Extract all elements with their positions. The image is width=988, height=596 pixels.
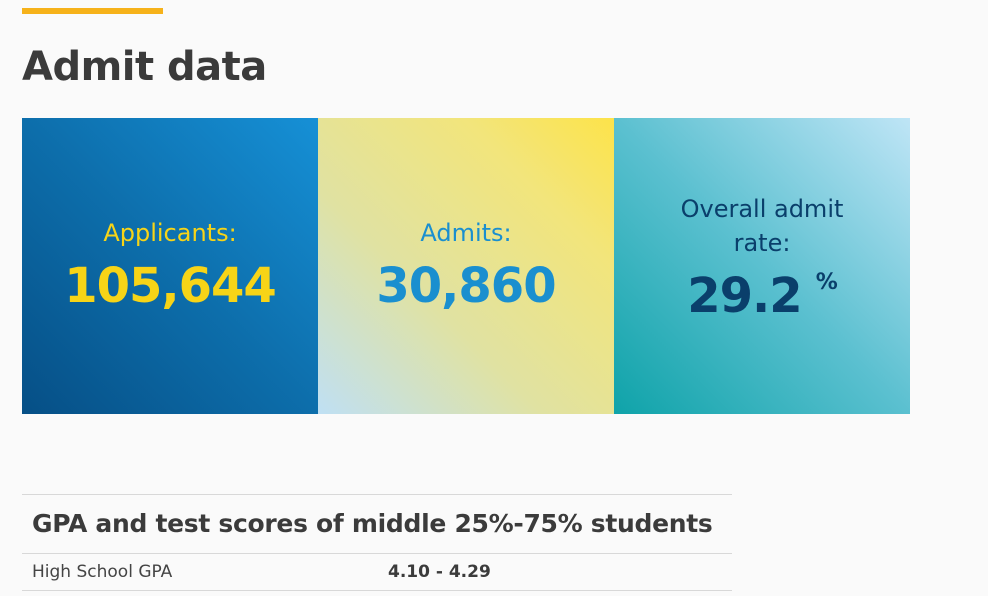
admit-stats: Applicants: 105,644 Admits: 30,860 Overa… (22, 118, 910, 414)
gpa-value: 4.10 - 4.29 (388, 562, 491, 582)
admits-value: 30,860 (376, 258, 556, 314)
applicants-card: Applicants: 105,644 (22, 118, 318, 414)
applicants-label: Applicants: (103, 219, 237, 247)
scores-table: GPA and test scores of middle 25%-75% st… (22, 494, 732, 591)
table-row: High School GPA 4.10 - 4.29 (22, 554, 732, 591)
admits-card: Admits: 30,860 (318, 118, 614, 414)
page-title: Admit data (22, 44, 267, 90)
accent-bar (22, 8, 163, 14)
applicants-value: 105,644 (64, 258, 277, 314)
admits-label: Admits: (420, 219, 512, 247)
admit-rate-value: 29.2 (687, 268, 802, 324)
scores-title: GPA and test scores of middle 25%-75% st… (22, 494, 732, 554)
admit-rate-value-group: 29.2 % (687, 266, 838, 326)
admit-rate-card: Overall admit rate: 29.2 % (614, 118, 910, 414)
percent-sign: % (815, 270, 838, 295)
admit-rate-label: Overall admit rate: (680, 195, 844, 257)
gpa-label: High School GPA (32, 562, 173, 582)
